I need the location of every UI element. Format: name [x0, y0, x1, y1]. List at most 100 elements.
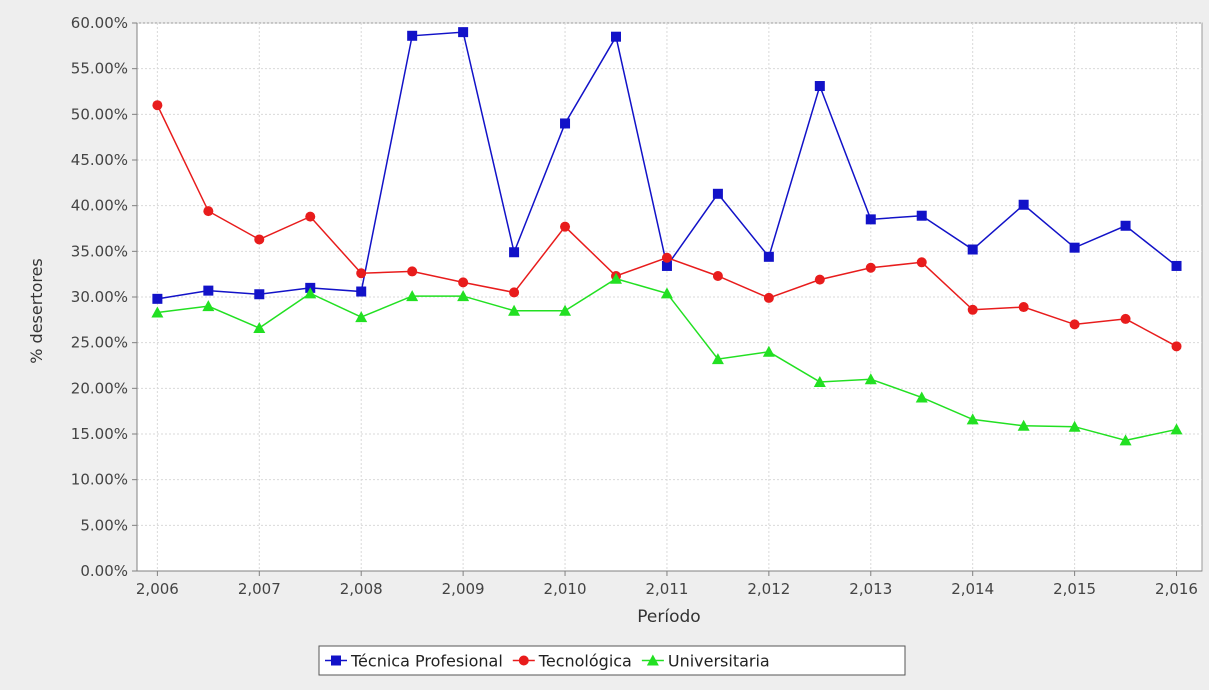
data-point-tecnica-profesional [865, 214, 876, 225]
y-tick-label: 15.00% [71, 425, 128, 443]
data-point-tecnologica [763, 292, 774, 303]
legend-label-universitaria: Universitaria [668, 652, 770, 671]
data-point-tecnologica [661, 252, 672, 263]
data-point-universitaria [609, 272, 622, 284]
data-point-universitaria [813, 375, 826, 387]
data-point-universitaria [355, 311, 368, 323]
y-tick-label: 0.00% [80, 562, 128, 580]
legend-marker-tecnica-profesional [331, 655, 341, 666]
data-point-tecnica-profesional [661, 260, 672, 271]
legend-marker-universitaria [646, 654, 659, 666]
data-point-universitaria [559, 304, 572, 316]
axis-layer: 0.00% 5.00% 10.00% 15.00% 20.00% 25.00% 30.00%… [71, 14, 1202, 598]
data-point-tecnologica [254, 234, 265, 245]
x-tick-label: 2,008 [340, 580, 383, 598]
data-point-tecnica-profesional [1171, 260, 1182, 271]
x-tick-label: 2,014 [951, 580, 994, 598]
legend-marker-tecnologica [518, 655, 529, 666]
data-point-tecnica-profesional [203, 285, 214, 296]
data-point-tecnologica [356, 268, 367, 279]
x-tick-label: 2,016 [1155, 580, 1198, 598]
data-point-universitaria [1068, 420, 1081, 432]
series-layer [151, 27, 1183, 446]
data-point-universitaria [151, 306, 164, 318]
series-tecnologica [152, 100, 1182, 352]
grid-layer [137, 22, 1202, 572]
data-point-tecnica-profesional [712, 188, 723, 199]
x-axis-title: Período [637, 607, 700, 627]
data-point-tecnica-profesional [610, 31, 621, 42]
legend-label-tecnica-profesional: Técnica Profesional [350, 652, 503, 671]
data-point-tecnica-profesional [1120, 220, 1131, 231]
data-point-universitaria [508, 304, 521, 316]
y-tick-label: 5.00% [80, 516, 128, 534]
data-point-tecnologica [814, 274, 825, 285]
x-tick-label: 2,009 [442, 580, 485, 598]
x-tick-label: 2,012 [747, 580, 790, 598]
series-universitaria [151, 272, 1183, 446]
y-tick-label: 35.00% [71, 242, 128, 260]
y-tick-label: 60.00% [71, 14, 128, 32]
y-tick-label: 55.00% [71, 60, 128, 78]
data-point-tecnica-profesional [560, 118, 571, 129]
y-axis-title: % desertores [27, 258, 46, 364]
data-point-tecnica-profesional [458, 27, 469, 38]
data-point-tecnica-profesional [967, 244, 978, 255]
legend-label-tecnologica: Tecnológica [538, 652, 632, 671]
data-point-tecnica-profesional [152, 293, 163, 304]
data-point-universitaria [660, 287, 673, 299]
y-tick-label: 40.00% [71, 197, 128, 215]
data-point-tecnologica [967, 304, 978, 315]
data-point-universitaria [1017, 419, 1030, 431]
y-tick-label: 30.00% [71, 288, 128, 306]
data-point-tecnologica [1018, 302, 1029, 313]
data-point-universitaria [253, 322, 266, 334]
data-point-tecnica-profesional [356, 286, 367, 297]
x-tick-label: 2,010 [544, 580, 587, 598]
data-point-universitaria [406, 290, 419, 302]
data-point-tecnica-profesional [509, 247, 520, 258]
data-point-universitaria [1119, 434, 1132, 446]
x-tick-label: 2,011 [645, 580, 688, 598]
data-point-tecnologica [152, 100, 163, 111]
data-point-tecnologica [305, 211, 316, 222]
data-point-universitaria [966, 413, 979, 425]
data-point-tecnica-profesional [407, 30, 418, 41]
x-tick-label: 2,013 [849, 580, 892, 598]
data-point-universitaria [1170, 423, 1183, 435]
y-tick-label: 45.00% [71, 151, 128, 169]
legend-box [318, 645, 906, 676]
data-point-universitaria [304, 287, 317, 299]
data-point-universitaria [202, 300, 215, 312]
x-tick-label: 2,015 [1053, 580, 1096, 598]
data-point-universitaria [915, 391, 928, 403]
data-point-universitaria [864, 373, 877, 385]
data-point-tecnologica [1069, 319, 1080, 330]
data-point-tecnica-profesional [1018, 199, 1029, 210]
data-point-universitaria [762, 345, 775, 357]
y-tick-label: 20.00% [71, 379, 128, 397]
data-point-tecnica-profesional [254, 289, 265, 300]
x-tick-label: 2,007 [238, 580, 281, 598]
data-point-tecnologica [865, 262, 876, 273]
data-point-tecnologica [203, 206, 214, 217]
data-point-universitaria [711, 353, 724, 365]
data-point-universitaria [457, 290, 470, 302]
data-point-tecnica-profesional [763, 251, 774, 262]
data-point-tecnica-profesional [1069, 242, 1080, 253]
data-point-tecnica-profesional [814, 81, 825, 92]
data-point-tecnologica [1171, 341, 1182, 352]
x-tick-label: 2,006 [136, 580, 179, 598]
data-point-tecnica-profesional [916, 210, 927, 221]
legend: Técnica Profesional Tecnológica Universita… [318, 645, 906, 676]
data-point-tecnologica [509, 287, 520, 298]
data-point-tecnologica [1120, 313, 1131, 324]
series-tecnica-profesional [152, 27, 1182, 304]
data-point-tecnologica [458, 277, 469, 288]
data-point-tecnologica [560, 221, 571, 232]
data-point-tecnologica [712, 270, 723, 281]
data-point-tecnologica [916, 257, 927, 268]
y-tick-label: 25.00% [71, 334, 128, 352]
